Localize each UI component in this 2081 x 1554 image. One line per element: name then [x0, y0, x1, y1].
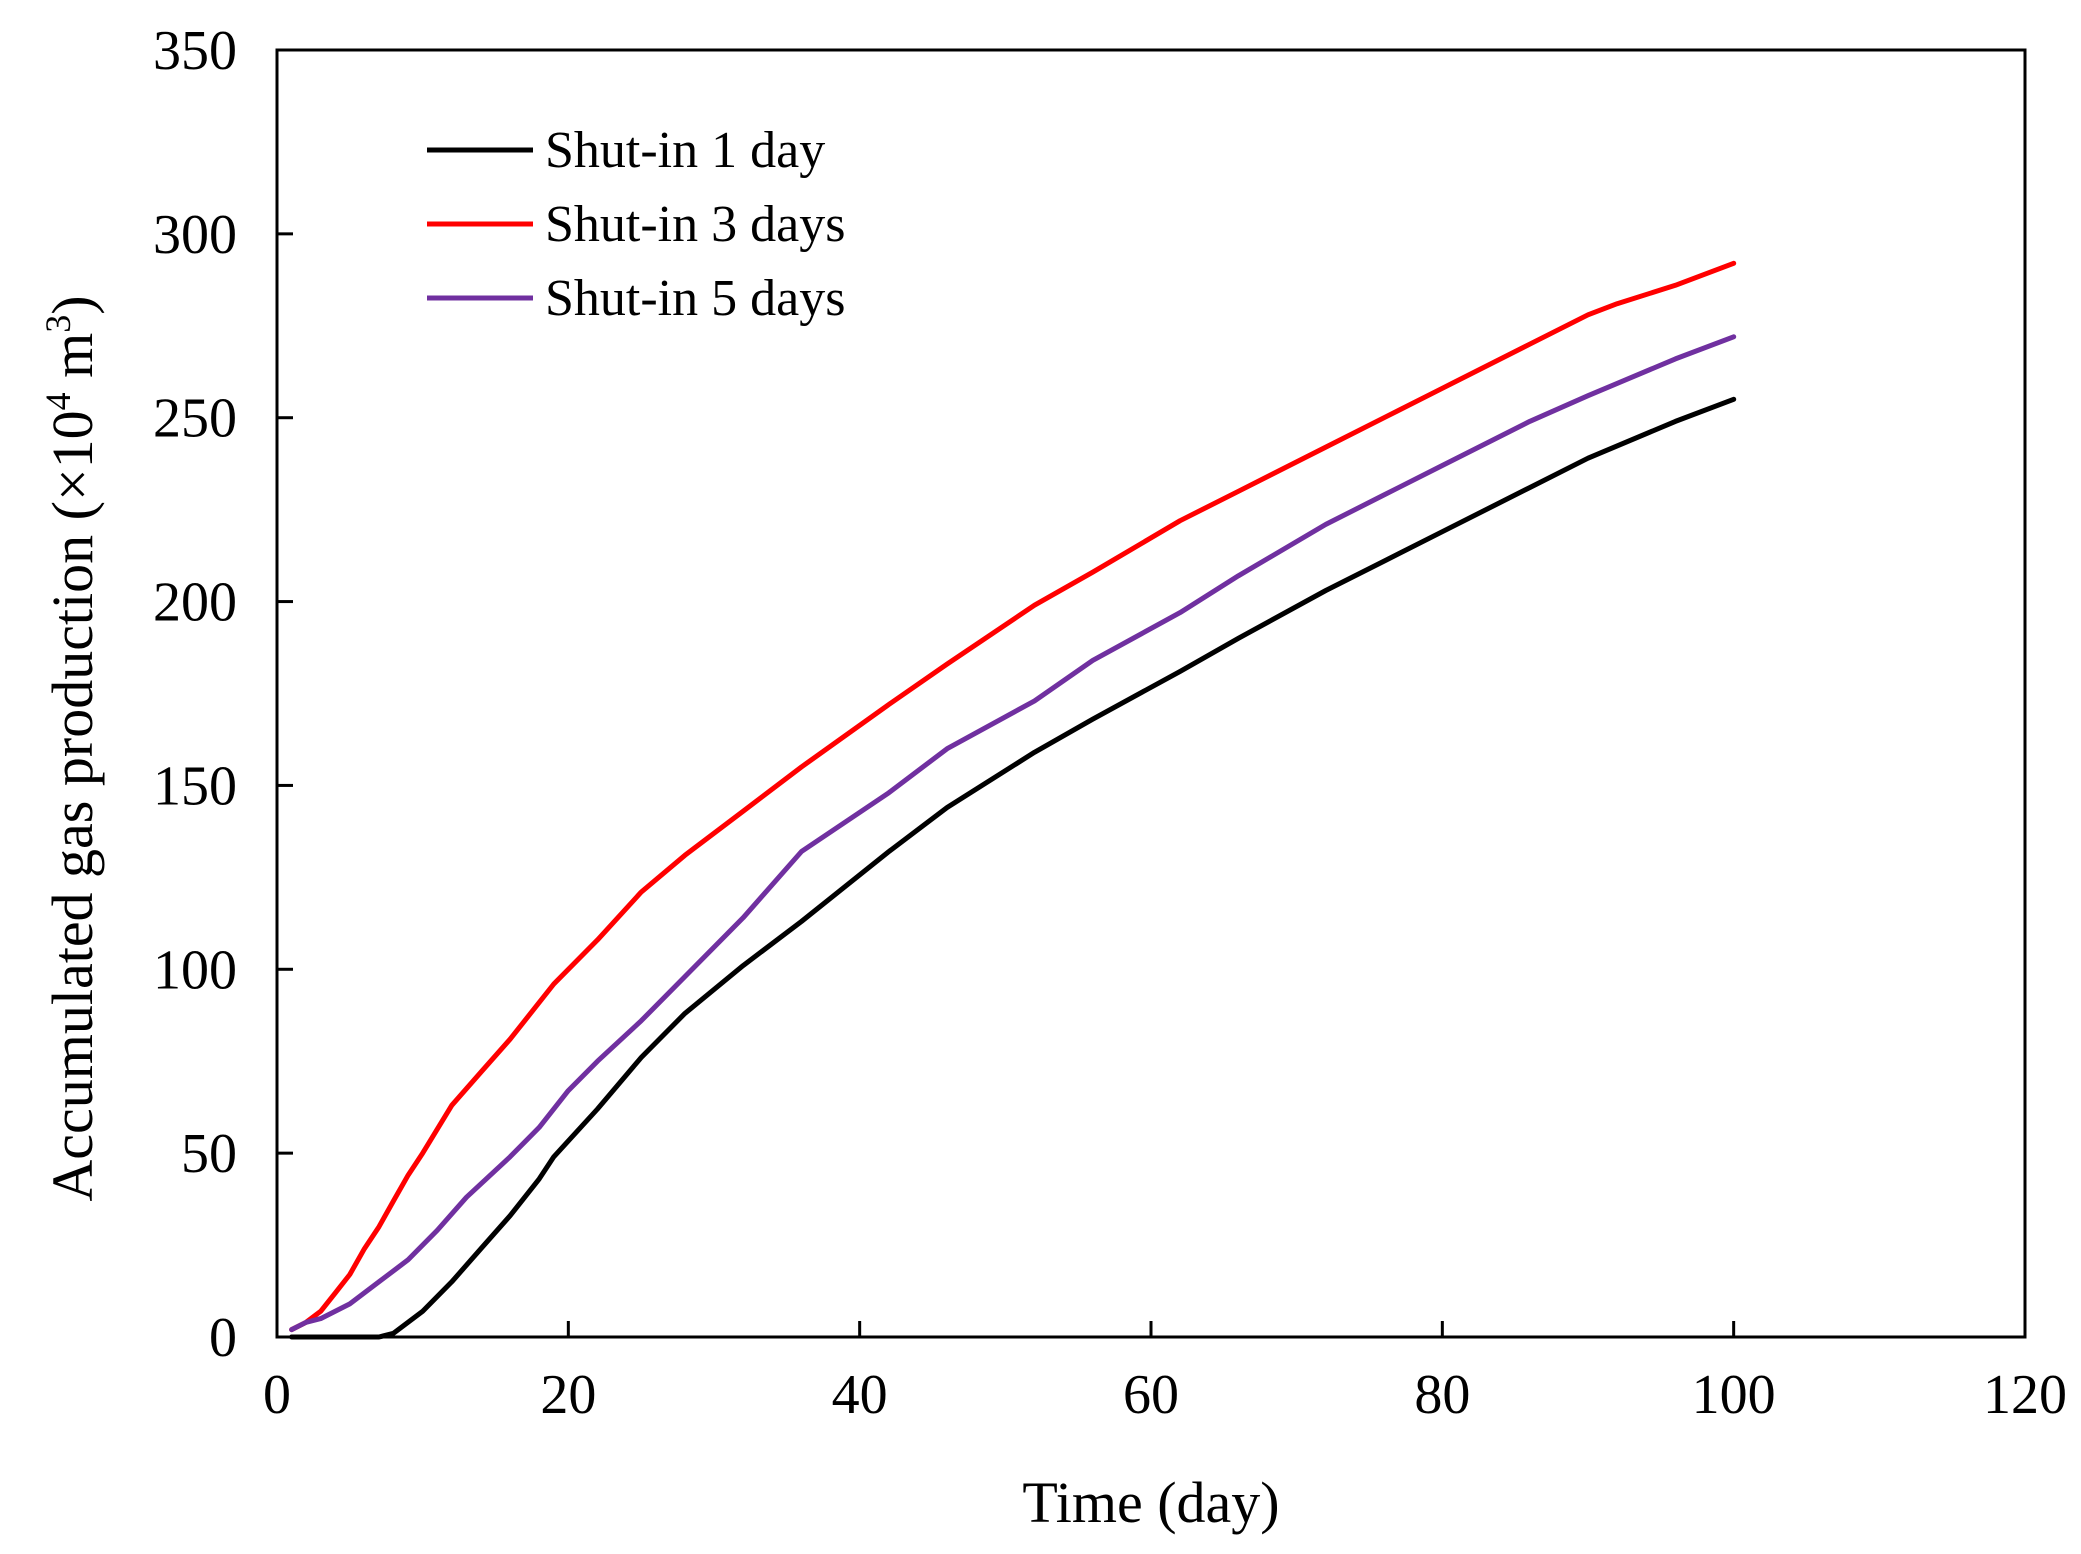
x-tick-label-0: 0 [263, 1364, 291, 1426]
y-tick-label-0: 0 [209, 1307, 237, 1369]
y-tick-label-2: 100 [153, 939, 237, 1001]
y-axis-title-close: ) [40, 295, 105, 314]
y-tick-label-7: 350 [153, 20, 237, 82]
x-tick-label-1: 20 [540, 1364, 596, 1426]
y-axis-title-main: Accumulated gas production (×10 [40, 410, 105, 1201]
x-tick-label-3: 60 [1123, 1364, 1179, 1426]
x-tick-label-2: 40 [832, 1364, 888, 1426]
legend-label-2: Shut-in 3 days [545, 196, 845, 253]
legend-label-3: Shut-in 5 days [545, 270, 845, 327]
y-tick-label-4: 200 [153, 572, 237, 634]
y-tick-label-5: 250 [153, 388, 237, 450]
x-tick-label-4: 80 [1414, 1364, 1470, 1426]
y-axis-title-exponent: 4 [38, 392, 78, 410]
axes: 0 20 40 60 80 100 120 0 50 100 150 200 250 300 350 [153, 20, 2067, 1426]
y-tick-label-6: 300 [153, 204, 237, 266]
y-axis-title: Accumulated gas production (×104 m3) [38, 295, 105, 1201]
x-tick-label-5: 100 [1692, 1364, 1776, 1426]
y-axis-title-unit: m [40, 333, 105, 393]
y-tick-label-1: 50 [181, 1123, 237, 1185]
y-axis-title-unit-exponent: 3 [38, 315, 78, 333]
series-line-2 [289, 260, 1737, 1333]
legend: Shut-in 1 day Shut-in 3 days Shut-in 5 day… [427, 122, 845, 327]
y-tick-label-3: 150 [153, 755, 237, 817]
x-axis-title: Time (day) [1022, 1470, 1279, 1535]
legend-label-1: Shut-in 1 day [545, 122, 825, 179]
series-line-3 [289, 334, 1737, 1333]
x-tick-label-6: 120 [1983, 1364, 2067, 1426]
